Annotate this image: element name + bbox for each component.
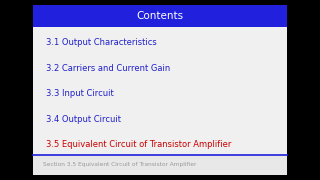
Text: 3.5 Equivalent Circuit of Transistor Amplifier: 3.5 Equivalent Circuit of Transistor Amp… bbox=[46, 140, 231, 149]
Text: 3.4 Output Circuit: 3.4 Output Circuit bbox=[46, 115, 121, 124]
Text: 3.1 Output Characteristics: 3.1 Output Characteristics bbox=[46, 38, 156, 47]
FancyBboxPatch shape bbox=[33, 155, 287, 175]
Text: 3.2 Carriers and Current Gain: 3.2 Carriers and Current Gain bbox=[46, 64, 170, 73]
Text: Section 3.5 Equivalent Circuit of Transistor Amplifier: Section 3.5 Equivalent Circuit of Transi… bbox=[43, 162, 196, 167]
Text: 3.3 Input Circuit: 3.3 Input Circuit bbox=[46, 89, 114, 98]
Text: Contents: Contents bbox=[136, 11, 184, 21]
FancyBboxPatch shape bbox=[33, 5, 287, 175]
FancyBboxPatch shape bbox=[33, 5, 287, 27]
